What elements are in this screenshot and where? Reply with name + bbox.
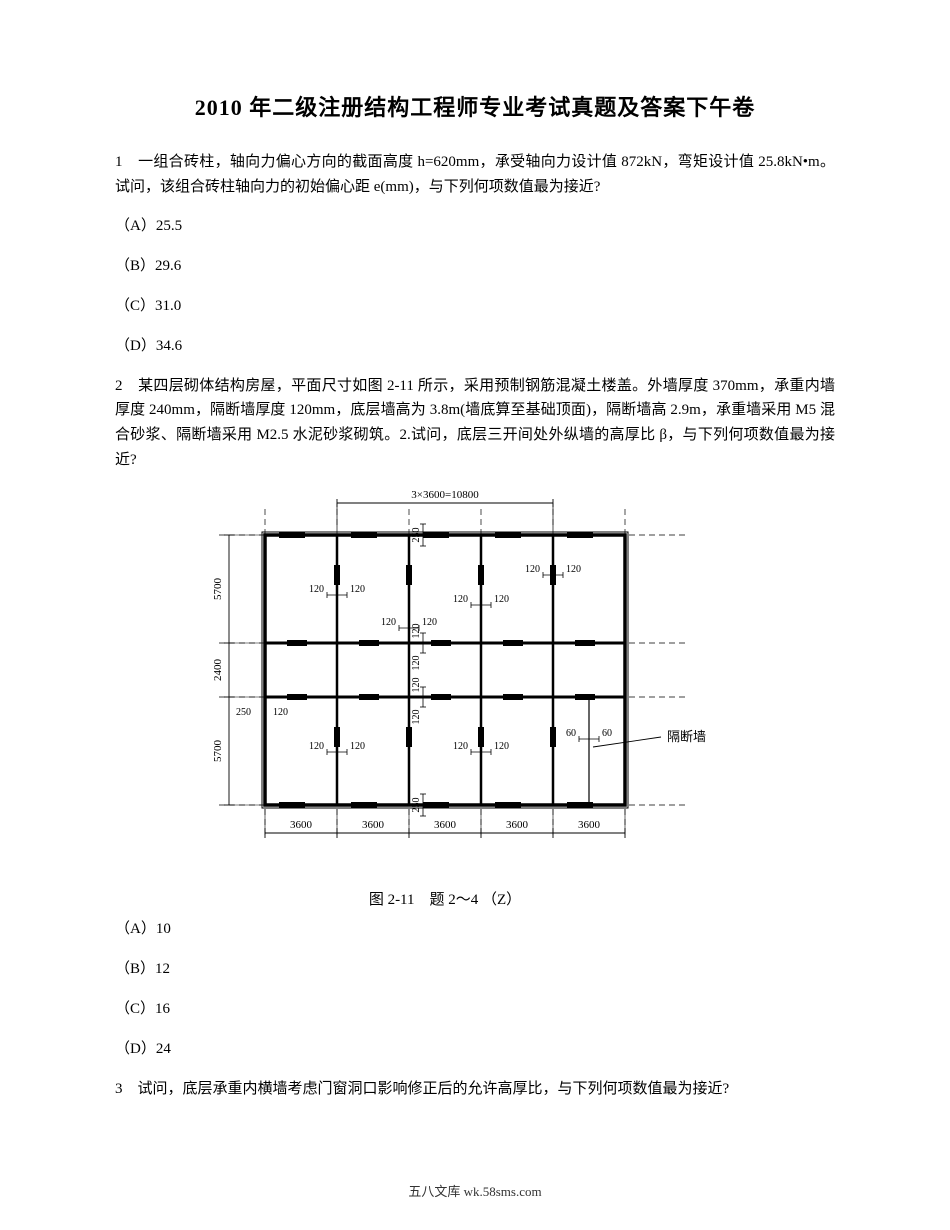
svg-text:120: 120 bbox=[525, 564, 540, 575]
q3-text: 3 试问，底层承重内横墙考虑门窗洞口影响修正后的允许高厚比，与下列何项数值最为接… bbox=[115, 1077, 835, 1102]
q1-opt-b: （B）29.6 bbox=[115, 254, 835, 278]
q1-opt-a: （A）25.5 bbox=[115, 214, 835, 238]
svg-text:2400: 2400 bbox=[212, 658, 224, 681]
q2-text: 2 某四层砌体结构房屋，平面尺寸如图 2-11 所示，采用预制钢筋混凝土楼盖。外… bbox=[115, 374, 835, 473]
svg-text:120: 120 bbox=[411, 677, 422, 692]
plan-diagram: 1201201201201201201201201201201201206060… bbox=[175, 487, 715, 877]
figure-2-11: 1201201201201201201201201201201201206060… bbox=[175, 487, 715, 909]
svg-text:60: 60 bbox=[602, 728, 612, 739]
svg-text:120: 120 bbox=[350, 584, 365, 595]
q1-opt-d: （D）34.6 bbox=[115, 334, 835, 358]
svg-text:3600: 3600 bbox=[290, 819, 313, 831]
svg-text:隔断墙: 隔断墙 bbox=[667, 729, 706, 744]
svg-text:120: 120 bbox=[494, 741, 509, 752]
svg-text:60: 60 bbox=[566, 728, 576, 739]
svg-text:120: 120 bbox=[309, 584, 324, 595]
svg-text:120: 120 bbox=[381, 617, 396, 628]
svg-text:120: 120 bbox=[566, 564, 581, 575]
svg-text:3600: 3600 bbox=[578, 819, 601, 831]
svg-text:250: 250 bbox=[411, 527, 422, 542]
q2-opt-c: （C）16 bbox=[115, 997, 835, 1021]
svg-text:120: 120 bbox=[422, 617, 437, 628]
figure-caption: 图 2-11 题 2～4 （Z） bbox=[175, 888, 715, 909]
svg-text:120: 120 bbox=[273, 707, 288, 718]
svg-text:3×3600=10800: 3×3600=10800 bbox=[411, 489, 479, 501]
q2-opt-d: （D）24 bbox=[115, 1037, 835, 1061]
svg-text:120: 120 bbox=[453, 594, 468, 605]
q1-opt-c: （C）31.0 bbox=[115, 294, 835, 318]
svg-text:3600: 3600 bbox=[362, 819, 385, 831]
svg-text:5700: 5700 bbox=[212, 739, 224, 762]
svg-text:250: 250 bbox=[411, 797, 422, 812]
svg-text:120: 120 bbox=[350, 741, 365, 752]
q2-opt-a: （A）10 bbox=[115, 917, 835, 941]
q2-opt-b: （B）12 bbox=[115, 957, 835, 981]
svg-text:120: 120 bbox=[411, 655, 422, 670]
svg-text:120: 120 bbox=[494, 594, 509, 605]
svg-text:5700: 5700 bbox=[212, 577, 224, 600]
q1-text: 1 一组合砖柱，轴向力偏心方向的截面高度 h=620mm，承受轴向力设计值 87… bbox=[115, 150, 835, 200]
svg-text:250: 250 bbox=[236, 707, 251, 718]
svg-text:3600: 3600 bbox=[434, 819, 457, 831]
svg-text:120: 120 bbox=[309, 741, 324, 752]
page-title: 2010 年二级注册结构工程师专业考试真题及答案下午卷 bbox=[115, 90, 835, 122]
svg-text:120: 120 bbox=[453, 741, 468, 752]
svg-text:120: 120 bbox=[411, 709, 422, 724]
svg-text:120: 120 bbox=[411, 623, 422, 638]
svg-text:3600: 3600 bbox=[506, 819, 529, 831]
page-footer: 五八文库 wk.58sms.com bbox=[0, 1181, 950, 1200]
